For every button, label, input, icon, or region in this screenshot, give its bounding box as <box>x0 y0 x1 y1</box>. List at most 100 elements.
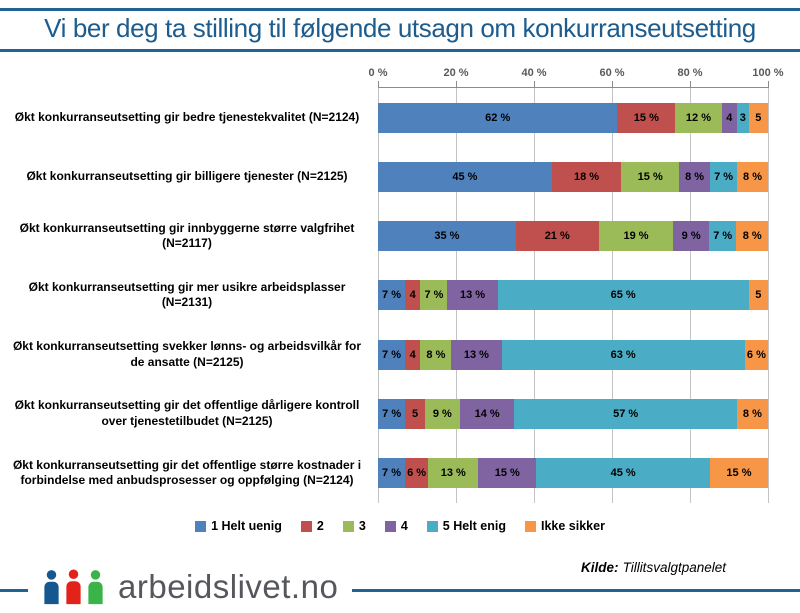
bar: 7 % 4 7 % 13 % 65 % 5 <box>378 280 768 311</box>
legend-swatch <box>342 520 354 532</box>
bar-value-label: 57 % <box>613 408 639 421</box>
bar-segment-1-helt-uenig: 7 % <box>378 339 406 370</box>
bar-value-label: 4 <box>409 348 416 361</box>
bar-value-label: 4 <box>726 111 733 124</box>
bar-value-label: 14 % <box>474 408 500 421</box>
legend: 1 Helt uenig 2 3 4 5 Helt enig Ikke sikker <box>0 516 800 536</box>
bar-value-label: 45 % <box>452 170 478 183</box>
legend-item: 5 Helt enig <box>426 519 506 533</box>
category-label: Økt konkurranseutsetting gir innbyggerne… <box>19 220 355 251</box>
x-axis-labels: 0 % 20 % 40 % 60 % 80 % 100 % <box>369 67 784 83</box>
bar-segment-ikke-sikker: 8 % <box>737 161 768 192</box>
bar-segment-ikke-sikker: 15 % <box>710 458 768 489</box>
bar-value-label: 6 % <box>407 467 427 480</box>
source-note: Kilde: Tillitsvalgtpanelet <box>581 560 726 575</box>
bar-segment-4: 13 % <box>451 339 502 370</box>
bar-row: 7 % 4 7 % 13 % 65 % 5 <box>378 266 768 325</box>
plot-area: 62 % 15 % 12 % 4 3 5 45 % 18 % 15 % 8 % 7 % 8 % 35 %… <box>378 81 769 503</box>
x-axis-tick-label: 20 % <box>443 67 469 79</box>
bar-value-label: 7 % <box>382 348 401 361</box>
x-axis-tick-label: 40 % <box>521 67 547 79</box>
bar-row: 35 % 21 % 19 % 9 % 7 % 8 % <box>378 207 768 266</box>
brand-logo: arbeidslivet.no <box>28 563 353 611</box>
brand-name: arbeidslivet.no <box>118 568 339 605</box>
bar-segment-5-helt-enig: 7 % <box>710 161 738 192</box>
bar-value-label: 8 % <box>685 170 705 183</box>
bar: 62 % 15 % 12 % 4 3 5 <box>378 102 768 133</box>
person-icon-blue <box>44 570 59 605</box>
category-labels: Økt konkurranseutsetting gir bedre tjene… <box>4 88 370 503</box>
bar: 7 % 4 8 % 13 % 63 % 6 % <box>378 339 768 370</box>
legend-item: 1 Helt uenig <box>195 519 282 533</box>
bar-segment-2: 4 <box>405 339 421 370</box>
bar-segment-2: 15 % <box>617 102 676 133</box>
bar-segment-ikke-sikker: 6 % <box>744 339 768 370</box>
bar-segment-5-helt-enig: 3 <box>737 102 749 133</box>
bar-value-label: 6 % <box>746 348 766 361</box>
bar-value-label: 18 % <box>573 170 600 183</box>
bar-value-label: 65 % <box>610 289 636 302</box>
bar-segment-2: 6 % <box>405 458 429 489</box>
legend-item: 2 <box>300 519 324 533</box>
legend-swatch <box>426 520 438 532</box>
category-label: Økt konkurranseutsetting gir bedre tjene… <box>14 109 360 124</box>
axis-tick <box>690 81 691 88</box>
bar-segment-3: 19 % <box>598 221 674 252</box>
person-icon-red <box>66 569 81 605</box>
bar: 35 % 21 % 19 % 9 % 7 % 8 % <box>378 221 768 252</box>
bar-value-label: 9 % <box>681 230 701 243</box>
category-label: Økt konkurranseutsetting gir mer usikre … <box>28 279 346 310</box>
bar-row: 62 % 15 % 12 % 4 3 5 <box>378 88 768 147</box>
bar-value-label: 19 % <box>623 230 649 243</box>
bar-value-label: 7 % <box>382 289 401 302</box>
source-label: Kilde: <box>581 560 619 575</box>
bar-segment-4: 9 % <box>673 221 709 252</box>
bar-segment-4: 13 % <box>447 280 498 311</box>
bar-value-label: 7 % <box>714 170 734 183</box>
bar-segment-3: 13 % <box>428 458 479 489</box>
bar: 7 % 5 9 % 14 % 57 % 8 % <box>378 399 768 430</box>
bar-value-label: 35 % <box>434 230 460 243</box>
bar-segment-5-helt-enig: 7 % <box>708 221 737 252</box>
axis-tick <box>534 81 535 88</box>
bar-row: 45 % 18 % 15 % 8 % 7 % 8 % <box>378 147 768 206</box>
legend-label: 1 Helt uenig <box>211 519 282 533</box>
title-rule-top <box>0 8 800 11</box>
bar-value-label: 7 % <box>424 289 444 302</box>
bar-segment-2: 4 <box>405 280 421 311</box>
category-label: Økt konkurranseutsetting svekker lønns- … <box>12 339 362 369</box>
bar-value-label: 45 % <box>610 467 636 480</box>
bar-value-label: 15 % <box>494 467 520 480</box>
bar-value-label: 5 <box>411 408 419 421</box>
bar-segment-3: 8 % <box>420 339 452 370</box>
source-value: Tillitsvalgtpanelet <box>622 560 726 575</box>
bar-value-label: 15 % <box>633 111 659 124</box>
legend-label: 5 Helt enig <box>442 519 506 533</box>
bar-segment-ikke-sikker: 5 <box>748 102 768 133</box>
bar-value-label: 21 % <box>544 230 570 243</box>
legend-swatch <box>524 520 536 532</box>
bar-segment-5-helt-enig: 57 % <box>514 399 737 430</box>
bar-segment-4: 8 % <box>679 161 711 192</box>
bar-segment-5-helt-enig: 45 % <box>536 458 711 489</box>
bar-value-label: 4 <box>409 289 416 302</box>
legend-item: 4 <box>384 519 408 533</box>
bar-segment-1-helt-uenig: 7 % <box>378 280 406 311</box>
bar-value-label: 13 % <box>440 467 466 480</box>
legend-swatch <box>300 520 312 532</box>
bar-segment-1-helt-uenig: 7 % <box>378 399 406 430</box>
bar-value-label: 7 % <box>713 230 733 243</box>
bar-segment-1-helt-uenig: 7 % <box>378 458 406 489</box>
legend-label: 4 <box>400 519 408 533</box>
gridline <box>768 88 769 503</box>
category-label: Økt konkurranseutsetting gir det offentl… <box>12 457 362 488</box>
bar-segment-3: 9 % <box>424 399 460 430</box>
bar-segment-4: 14 % <box>459 399 515 430</box>
bar: 7 % 6 % 13 % 15 % 45 % 15 % <box>378 458 768 489</box>
bar-segment-3: 12 % <box>675 102 722 133</box>
legend-label: 2 <box>316 519 324 533</box>
bar-segment-3: 15 % <box>621 161 680 192</box>
bar-row: 7 % 6 % 13 % 15 % 45 % 15 % <box>378 444 768 503</box>
x-axis-tick-label: 100 % <box>752 67 784 79</box>
bar-segment-5-helt-enig: 63 % <box>501 339 745 370</box>
